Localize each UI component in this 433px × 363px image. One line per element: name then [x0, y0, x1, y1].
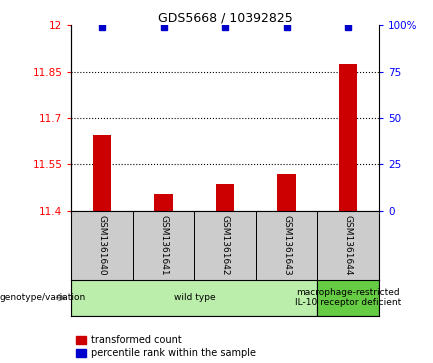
Text: GSM1361640: GSM1361640	[98, 215, 107, 276]
Title: GDS5668 / 10392825: GDS5668 / 10392825	[158, 11, 293, 24]
Bar	[194, 211, 256, 280]
Text: genotype/variation: genotype/variation	[0, 293, 86, 302]
Text: wild type: wild type	[174, 293, 215, 302]
Text: macrophage-restricted
IL-10 receptor deficient: macrophage-restricted IL-10 receptor def…	[295, 288, 401, 307]
Legend: transformed count, percentile rank within the sample: transformed count, percentile rank withi…	[76, 335, 256, 358]
Bar	[71, 211, 133, 280]
Text: GSM1361642: GSM1361642	[221, 215, 229, 275]
Bar	[256, 211, 317, 280]
Bar	[216, 184, 234, 211]
Bar	[278, 174, 296, 211]
Bar	[133, 211, 194, 280]
Text: GSM1361641: GSM1361641	[159, 215, 168, 276]
Bar	[317, 280, 379, 316]
Bar	[93, 135, 111, 211]
Bar	[71, 280, 317, 316]
Text: GSM1361644: GSM1361644	[344, 215, 352, 275]
Bar	[155, 193, 173, 211]
Bar	[317, 211, 379, 280]
Text: GSM1361643: GSM1361643	[282, 215, 291, 276]
Bar	[339, 64, 357, 211]
